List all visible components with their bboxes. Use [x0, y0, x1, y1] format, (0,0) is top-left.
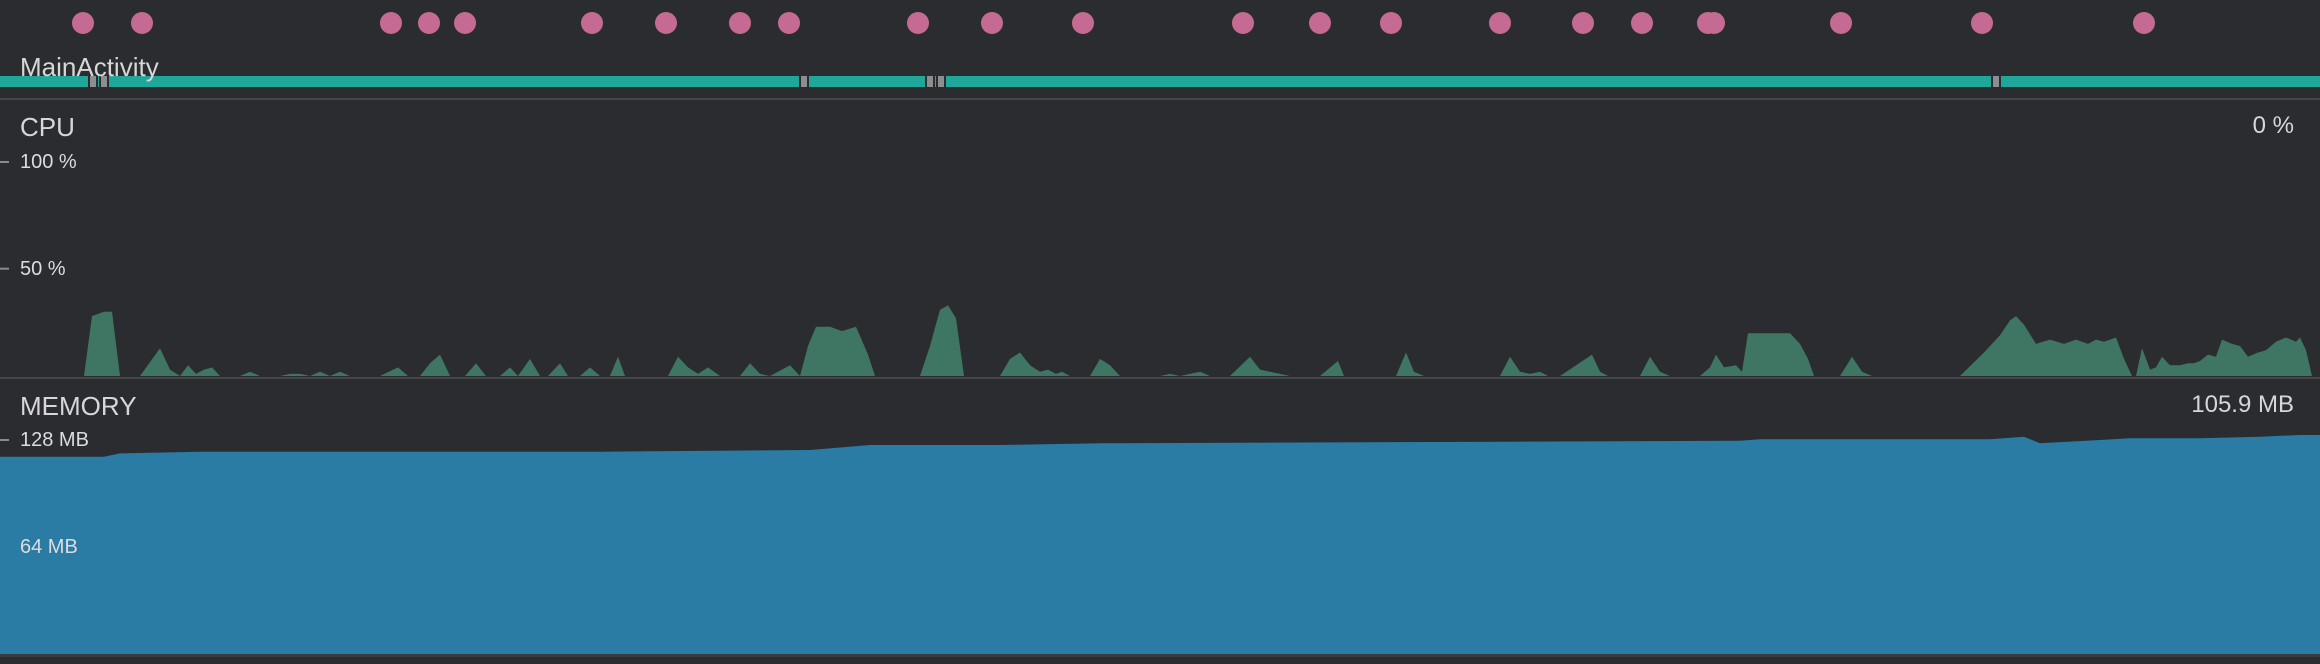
cpu-tick-50: 50 % — [20, 258, 66, 280]
event-dot[interactable] — [778, 12, 800, 34]
event-dot[interactable] — [1830, 12, 1852, 34]
event-dot[interactable] — [581, 12, 603, 34]
event-dot[interactable] — [1703, 12, 1725, 34]
event-dot[interactable] — [655, 12, 677, 34]
event-dot[interactable] — [1631, 12, 1653, 34]
event-dot[interactable] — [380, 12, 402, 34]
event-dot[interactable] — [1971, 12, 1993, 34]
event-dot[interactable] — [72, 12, 94, 34]
event-dot[interactable] — [131, 12, 153, 34]
event-dot[interactable] — [907, 12, 929, 34]
cpu-current-value: 0 % — [2252, 112, 2294, 139]
activity-marker — [1993, 76, 1999, 87]
divider — [0, 98, 2320, 100]
event-dot[interactable] — [1232, 12, 1254, 34]
activity-marker — [90, 76, 96, 87]
activity-marker — [101, 76, 107, 87]
cpu-tick-100: 100 % — [20, 151, 77, 173]
activity-label: MainActivity — [20, 52, 159, 82]
event-dot[interactable] — [418, 12, 440, 34]
activity-marker — [801, 76, 807, 87]
cpu-usage-area — [0, 305, 2320, 376]
event-dot[interactable] — [1309, 12, 1331, 34]
memory-usage-area — [0, 435, 2320, 654]
activity-track[interactable] — [0, 76, 2320, 87]
activity-marker — [938, 76, 944, 87]
event-dot[interactable] — [1072, 12, 1094, 34]
event-dot[interactable] — [1380, 12, 1402, 34]
event-dot[interactable] — [981, 12, 1003, 34]
event-dot[interactable] — [729, 12, 751, 34]
bottom-divider — [0, 654, 2320, 657]
activity-marker — [927, 76, 933, 87]
memory-title: MEMORY — [20, 391, 137, 421]
cpu-chart — [0, 161, 2320, 376]
event-dot[interactable] — [2133, 12, 2155, 34]
divider — [0, 377, 2320, 379]
lifecycle-track — [0, 12, 2320, 88]
memory-tick-64: 64 MB — [20, 536, 78, 558]
memory-tick-128: 128 MB — [20, 429, 89, 451]
event-dot[interactable] — [1572, 12, 1594, 34]
memory-current-value: 105.9 MB — [2191, 391, 2294, 418]
event-dot[interactable] — [454, 12, 476, 34]
event-dot[interactable] — [1489, 12, 1511, 34]
cpu-title: CPU — [20, 112, 75, 142]
